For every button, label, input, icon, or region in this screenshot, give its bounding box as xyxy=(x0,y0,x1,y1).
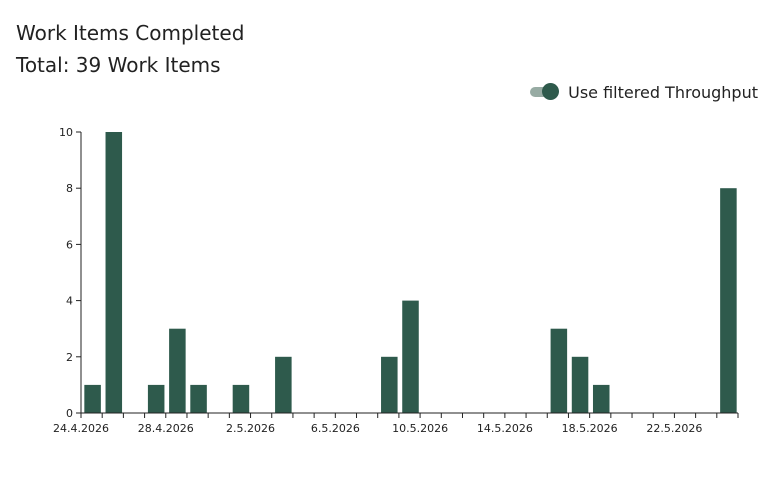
filtered-throughput-label: Use filtered Throughput xyxy=(568,82,758,102)
bar-1.5.2026 xyxy=(232,384,250,413)
bar-9.5.2026 xyxy=(402,300,419,413)
y-tick-label-2: 2 xyxy=(66,351,73,364)
bar-18.5.2026 xyxy=(592,384,610,413)
bar-16.5.2026 xyxy=(550,328,568,413)
bar-17.5.2026 xyxy=(571,356,589,413)
bar-25.4.2026 xyxy=(105,132,123,413)
chart-title: Work Items Completed xyxy=(16,21,245,45)
x-tick-label-24.4.2026: 24.4.2026 xyxy=(53,422,109,435)
bar-24.4.2026 xyxy=(84,384,101,413)
x-tick-label-22.5.2026: 22.5.2026 xyxy=(646,422,702,435)
total-work-items: Total: 39 Work Items xyxy=(16,53,221,77)
x-tick-label-6.5.2026: 6.5.2026 xyxy=(311,422,360,435)
bar-3.5.2026 xyxy=(275,356,292,413)
x-tick-label-10.5.2026: 10.5.2026 xyxy=(392,422,448,435)
y-tick-label-6: 6 xyxy=(66,238,73,251)
y-tick-label-0: 0 xyxy=(66,407,73,420)
bar-29.4.2026 xyxy=(190,384,207,413)
x-tick-label-14.5.2026: 14.5.2026 xyxy=(477,422,533,435)
filtered-throughput-toggle[interactable] xyxy=(530,82,560,102)
bar-8.5.2026 xyxy=(381,356,398,413)
bar-24.5.2026 xyxy=(720,188,737,413)
x-tick-label-18.5.2026: 18.5.2026 xyxy=(562,422,618,435)
toggle-thumb[interactable] xyxy=(542,83,560,100)
filtered-throughput-control[interactable]: Use filtered Throughput xyxy=(530,82,758,102)
y-tick-label-8: 8 xyxy=(66,182,73,195)
x-tick-label-28.4.2026: 28.4.2026 xyxy=(138,422,194,435)
y-tick-label-4: 4 xyxy=(66,295,73,308)
x-tick-label-2.5.2026: 2.5.2026 xyxy=(226,422,275,435)
y-tick-label-10: 10 xyxy=(59,126,73,139)
bar-28.4.2026 xyxy=(169,328,186,413)
bar-27.4.2026 xyxy=(147,384,165,413)
